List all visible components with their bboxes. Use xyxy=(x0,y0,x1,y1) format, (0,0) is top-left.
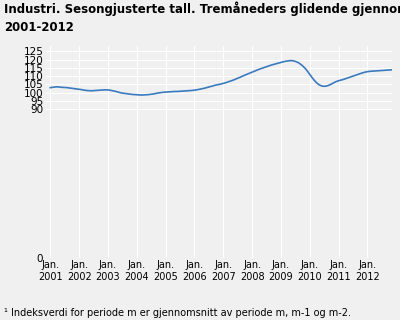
Text: Industri. Sesongjusterte tall. Tremåneders glidende gjennomsnitt¹.: Industri. Sesongjusterte tall. Tremånede… xyxy=(4,2,400,16)
Text: 2001-2012: 2001-2012 xyxy=(4,21,74,34)
Text: ¹ Indeksverdi for periode m er gjennomsnitt av periode m, m-1 og m-2.: ¹ Indeksverdi for periode m er gjennomsn… xyxy=(4,308,351,318)
